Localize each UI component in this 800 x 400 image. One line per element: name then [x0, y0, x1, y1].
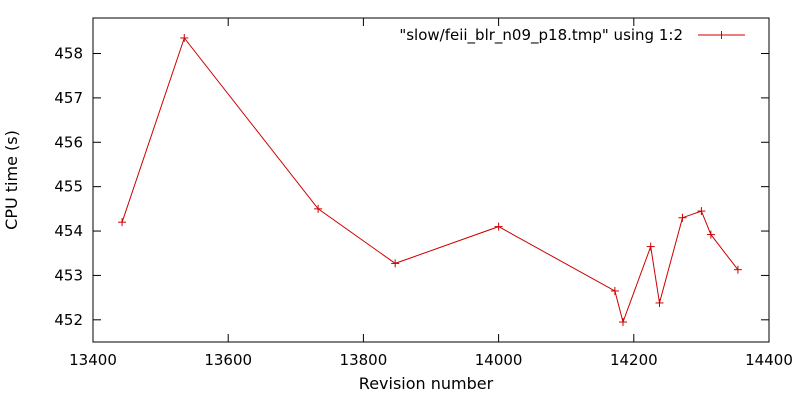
data-point: [646, 242, 655, 251]
x-axis-label: Revision number: [359, 374, 494, 393]
legend-point-mark: [717, 31, 726, 39]
legend-marker: [717, 31, 726, 39]
y-tick-label: 458: [54, 45, 83, 63]
x-tick-label: 13400: [69, 351, 117, 369]
data-point: [314, 204, 323, 213]
y-tick-label: 454: [54, 222, 83, 240]
data-point: [618, 318, 627, 327]
y-tick-label: 453: [54, 266, 83, 284]
data-point: [706, 230, 715, 239]
y-tick-label: 452: [54, 311, 83, 329]
data-point: [494, 222, 503, 231]
legend: "slow/feii_blr_n09_p18.tmp" using 1:2: [399, 26, 745, 45]
legend-label: "slow/feii_blr_n09_p18.tmp" using 1:2: [399, 26, 683, 45]
data-point: [180, 33, 189, 42]
plot-frame: [92, 17, 770, 343]
x-tick-label: 13600: [204, 351, 252, 369]
data-point: [610, 286, 619, 295]
x-tick-label: 13800: [340, 351, 388, 369]
x-tick-label: 14200: [610, 351, 658, 369]
series-line-0: [121, 36, 739, 324]
y-tick-label: 456: [54, 133, 83, 151]
series-layer: [118, 33, 742, 327]
data-point: [733, 265, 742, 274]
y-axis-label: CPU time (s): [2, 130, 21, 230]
data-point: [697, 207, 706, 216]
x-tick-label: 14400: [745, 351, 793, 369]
y-tick-label: 457: [54, 89, 83, 107]
data-point: [118, 218, 127, 227]
axes-layer: 13400 13600 13800 14000 14200 14400 452 453 454 4…: [54, 17, 793, 369]
data-point: [678, 213, 687, 222]
y-tick-label: 455: [54, 178, 83, 196]
x-tick-label: 14000: [475, 351, 523, 369]
data-point: [391, 259, 400, 268]
data-point: [655, 298, 664, 307]
